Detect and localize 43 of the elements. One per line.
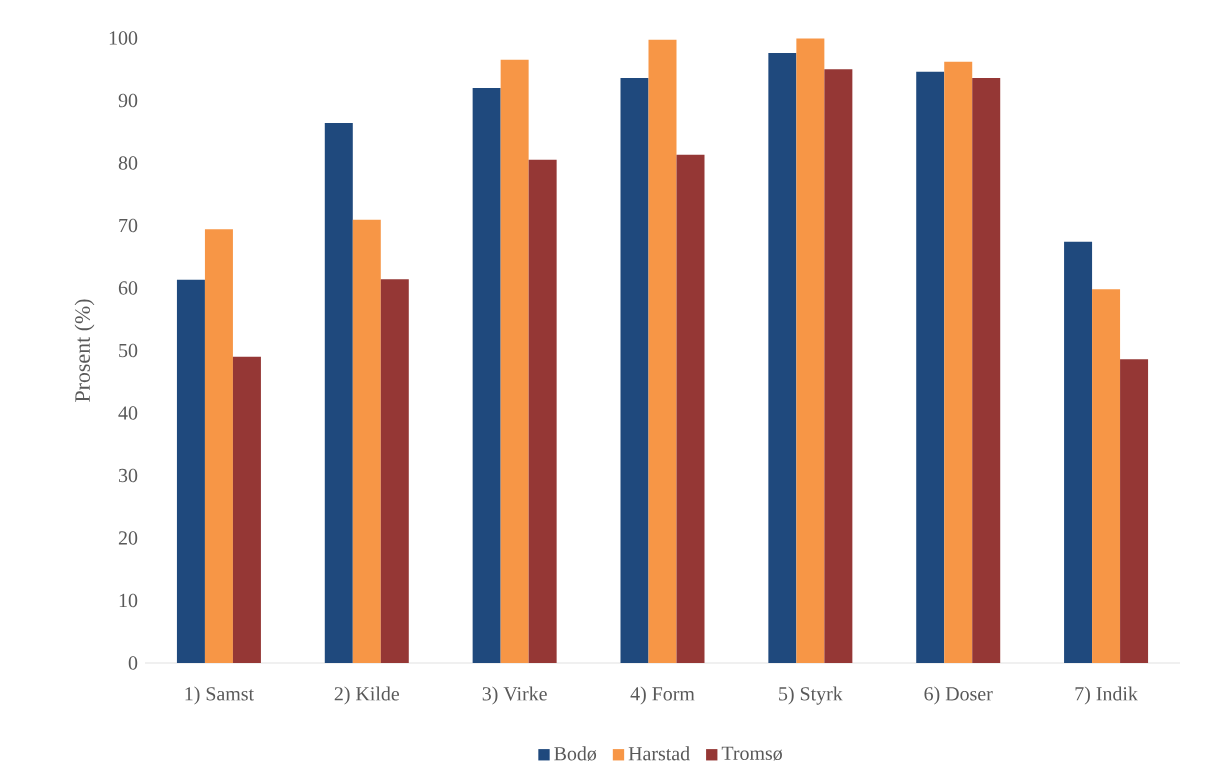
y-tick-label: 30 [119, 468, 138, 483]
bar [824, 69, 853, 663]
y-tick-label: 90 [118, 93, 138, 108]
bar [768, 52, 797, 663]
bar [916, 71, 945, 663]
y-tick-label: 10 [119, 593, 138, 608]
bar [204, 229, 233, 663]
bar [176, 279, 205, 663]
bar [1064, 241, 1093, 663]
y-tick-label: 40 [118, 406, 138, 420]
bar [324, 122, 353, 663]
legend-label: Bodø [554, 746, 597, 761]
y-axis-title: Prosent (%) [74, 299, 95, 402]
bar [648, 39, 677, 663]
bar [796, 38, 825, 663]
bar [944, 61, 973, 663]
bar [500, 59, 529, 663]
x-tick-label: 1) Samst [185, 686, 254, 705]
bar [472, 87, 501, 663]
y-tick-label: 60 [118, 281, 138, 295]
bar [1120, 359, 1149, 663]
bar [676, 154, 705, 663]
bar [528, 159, 557, 663]
bar [1092, 289, 1121, 663]
y-tick-label: 100 [109, 31, 138, 45]
y-tick-label: 80 [118, 156, 138, 170]
y-tick-label: 70 [119, 218, 138, 233]
legend-label: Tromsø [721, 746, 783, 761]
y-tick-label: 20 [118, 531, 138, 545]
x-tick-label: 6) Doser [924, 686, 993, 705]
x-tick-label: 7) Indik [1075, 686, 1138, 705]
bar [620, 77, 649, 663]
bar [380, 279, 409, 663]
x-tick-label: 3) Virke [482, 686, 547, 705]
y-tick-label: 50 [119, 343, 138, 358]
bar [972, 77, 1001, 663]
legend-label: Harstad [628, 746, 690, 761]
bar [232, 356, 261, 663]
y-tick-label: 0 [128, 656, 138, 670]
x-tick-label: 2) Kilde [334, 686, 400, 705]
x-tick-label: 5) Styrk [779, 686, 843, 705]
x-tick-label: 4) Form [630, 686, 695, 705]
bar [352, 219, 381, 663]
